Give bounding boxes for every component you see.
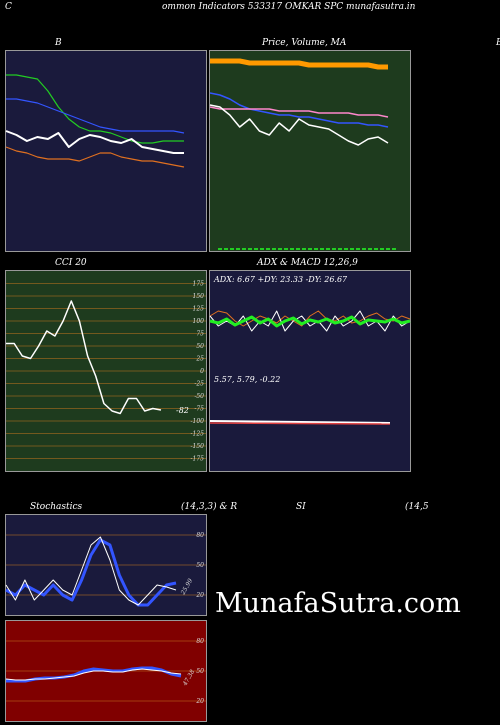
adx-values: ADX: 6.67 +DY: 23.33 -DY: 26.67 (214, 275, 348, 284)
cci-panel: 175 150 125 100 75 50 25 0 -25 -50 -75 -100 -125 -150… (5, 270, 207, 472)
volume-bar (236, 248, 240, 250)
stoch-tick-label: 50 (196, 562, 204, 569)
volume-bar (392, 248, 396, 250)
stoch-tick-label: 80 (196, 532, 204, 539)
adx-plus-di (209, 315, 411, 328)
cci-title: CCI 20 (55, 258, 87, 268)
cci-tick-label: -50 (194, 393, 204, 400)
right-letter: B (496, 38, 500, 48)
volume-bar (362, 248, 366, 250)
cci-tick-label: 50 (196, 343, 204, 350)
volume-bar (224, 248, 228, 250)
adx-panel: ADX: 6.67 +DY: 23.33 -DY: 26.67 5.57, 5.… (209, 270, 411, 472)
volume-bar (356, 248, 360, 250)
cci-tick-label: -25 (194, 381, 204, 388)
rsi-series-1 (5, 668, 182, 681)
volume-bar (308, 248, 312, 250)
price-panel (209, 50, 411, 252)
volume-bar (380, 248, 384, 250)
volume-bar (368, 248, 372, 250)
bollinger-series-2 (5, 130, 184, 154)
cci-tick-label: 175 (193, 281, 205, 288)
cci-value-label: -82 (176, 406, 189, 415)
volume-bar (230, 248, 234, 250)
cci-series-0 (6, 300, 162, 415)
bollinger-series-1 (6, 98, 185, 134)
volume-bar (326, 248, 330, 250)
cci-tick-label: -175 (191, 456, 205, 463)
stoch-series-1 (5, 536, 177, 606)
volume-bar (278, 248, 282, 250)
macd-signal-line (209, 422, 391, 425)
volume-bar (296, 248, 300, 250)
volume-bar (284, 248, 288, 250)
adx-chart (209, 310, 411, 425)
cci-tick-label: -150 (191, 443, 205, 450)
volume-bar (248, 248, 252, 250)
rsi-value-label: 47.38 (181, 668, 196, 687)
stoch-value-label: 25.99 (179, 577, 194, 596)
bollinger-chart (5, 74, 185, 168)
bollinger-series-3 (5, 146, 185, 168)
volume-bar (314, 248, 318, 250)
price-series-1 (209, 92, 389, 128)
volume-bar (242, 248, 246, 250)
cci-tick-label: 150 (193, 293, 205, 300)
rsi-tick-label: 50 (196, 668, 204, 675)
adx-minus-di (209, 310, 411, 327)
price-series-2 (209, 106, 389, 118)
cci-tick-label: 125 (193, 306, 205, 313)
stoch-panel: 80 50 20 25.99 (5, 514, 207, 616)
rsi-chart: 80 50 20 47.38 (5, 638, 206, 705)
volume-bar (272, 248, 276, 250)
volume-bar (260, 248, 264, 250)
stoch-params: (14,3,3) & R (181, 502, 238, 512)
volume-bar (374, 248, 378, 250)
watermark: MunafaSutra.com (215, 588, 461, 619)
volume-bar (302, 248, 306, 250)
bollinger-panel (5, 50, 207, 252)
volume-bar (332, 248, 336, 250)
stoch-series-0 (5, 538, 177, 607)
adx-title: ADX & MACD 12,26,9 (257, 258, 358, 268)
stoch-tick-label: 20 (195, 592, 204, 599)
macd-values: 5.57, 5.79, -0.22 (214, 375, 281, 384)
cci-tick-label: 0 (200, 368, 204, 375)
volume-bar (320, 248, 324, 250)
volume-bar (344, 248, 348, 250)
bollinger-series-0 (6, 74, 184, 144)
volume-bar (386, 248, 390, 250)
cci-tick-label: 25 (195, 356, 204, 363)
volume-bar (290, 248, 294, 250)
price-chart (209, 58, 396, 250)
volume-bar (338, 248, 342, 250)
price-series-0 (210, 58, 388, 70)
price-title: Price, Volume, MA (262, 38, 347, 48)
volume-bar (218, 248, 222, 250)
cci-chart: 175 150 125 100 75 50 25 0 -25 -50 -75 -100 -125 -150… (6, 281, 206, 463)
cci-tick-label: -125 (191, 431, 205, 438)
volume-bar (266, 248, 270, 250)
cci-tick-label: -100 (191, 418, 205, 425)
cci-tick-label: 75 (196, 331, 204, 338)
stoch-title: Stochastics (30, 502, 83, 512)
volume-bar (254, 248, 258, 250)
rsi-panel: 80 50 20 47.38 (5, 620, 207, 722)
rsi-params: (14,5 (405, 502, 429, 512)
page-title: ommon Indicators 533317 OMKAR SPC munafa… (162, 2, 416, 12)
left-letter: C (5, 2, 12, 12)
volume-bar (350, 248, 354, 250)
cci-tick-label: 100 (193, 318, 205, 325)
rsi-tick-label: 20 (195, 698, 204, 705)
price-series-3 (209, 104, 389, 146)
bollinger-title: B (55, 38, 62, 48)
rsi-tick-label: 80 (196, 638, 204, 645)
rsi-title: SI (296, 502, 306, 512)
macd-line (209, 420, 391, 424)
cci-tick-label: -75 (194, 406, 204, 413)
